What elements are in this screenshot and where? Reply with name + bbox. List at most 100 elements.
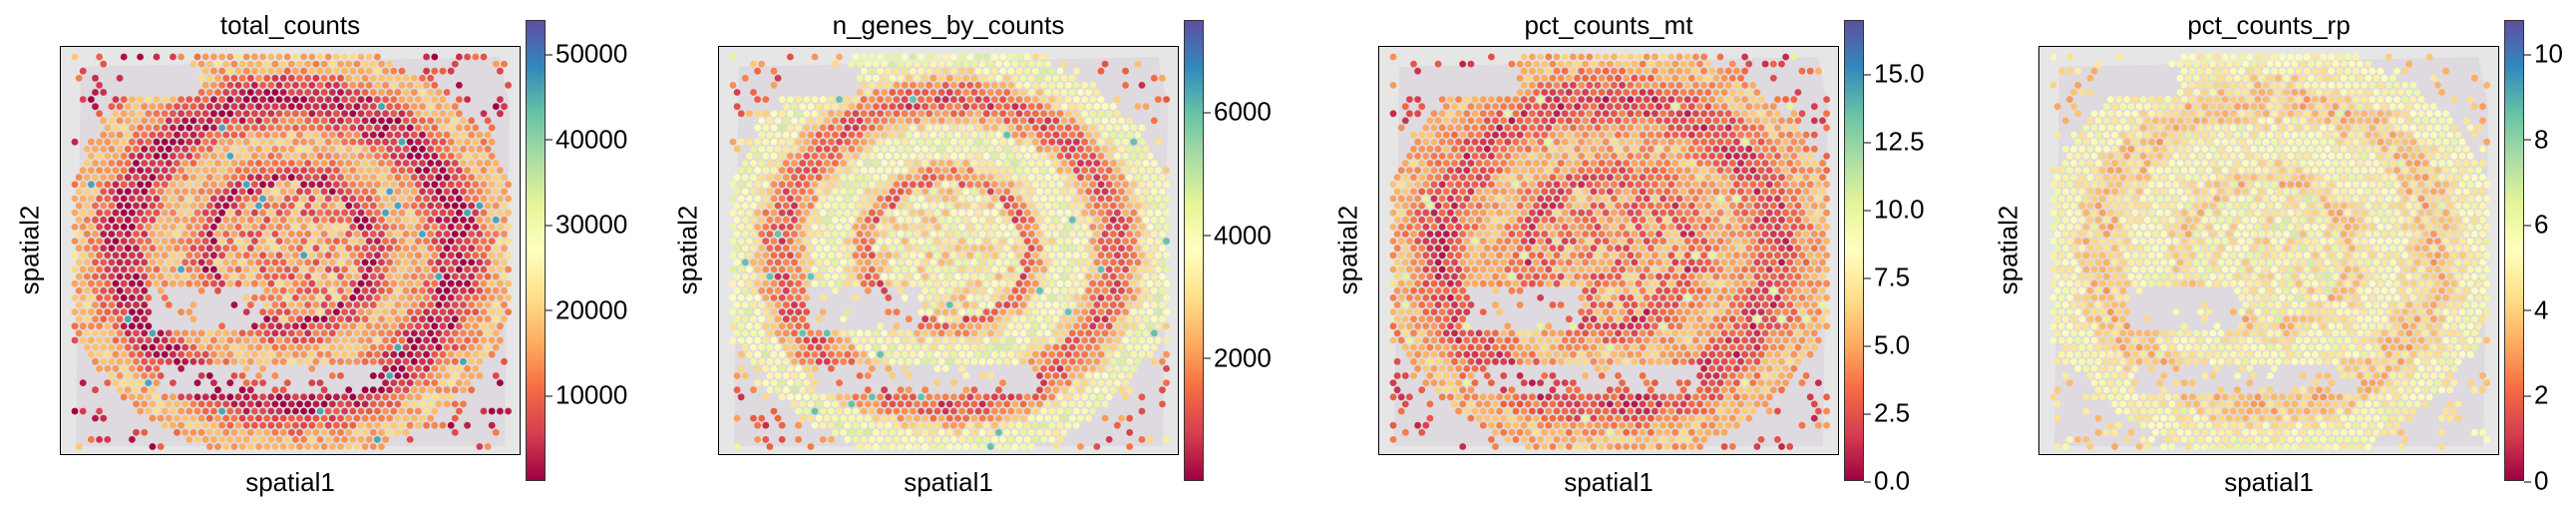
spot (999, 421, 1006, 429)
spot (729, 265, 737, 273)
spot (104, 181, 112, 189)
spot (774, 414, 782, 422)
spot (966, 82, 974, 89)
spot (1040, 138, 1047, 146)
spot (1052, 372, 1060, 379)
spot (950, 322, 957, 330)
spot (472, 279, 480, 287)
spot (447, 350, 455, 358)
spot (443, 301, 451, 308)
spot (925, 195, 933, 203)
spot (251, 252, 258, 259)
spot (242, 209, 250, 217)
spot (885, 153, 893, 160)
spot (929, 103, 937, 111)
spot (79, 322, 87, 330)
spot (456, 265, 463, 273)
spot (178, 308, 184, 315)
spot (149, 258, 157, 266)
spot (451, 357, 459, 365)
spot (1077, 343, 1084, 351)
spot (762, 336, 770, 344)
spot (410, 174, 418, 182)
spot (766, 231, 774, 238)
spot (881, 145, 889, 153)
spot (741, 272, 749, 280)
spot (255, 160, 262, 167)
spot (83, 202, 91, 210)
spot (778, 195, 786, 203)
spot (737, 110, 745, 118)
spot (185, 224, 193, 231)
spot (259, 365, 266, 372)
spot (1097, 238, 1105, 246)
spot (460, 272, 467, 280)
spot (918, 67, 924, 75)
spot (774, 160, 782, 167)
spot (1146, 322, 1154, 330)
spot (410, 117, 418, 125)
spot (1048, 181, 1056, 189)
spot (1142, 329, 1150, 337)
spot (71, 238, 79, 246)
spot (300, 67, 307, 75)
spot (189, 400, 197, 408)
spot (1085, 386, 1093, 394)
spot (873, 202, 880, 210)
spot (782, 145, 790, 153)
spot (844, 96, 852, 103)
spot (750, 258, 757, 266)
spot (423, 82, 430, 89)
spot (1089, 209, 1097, 217)
spot (349, 167, 357, 174)
spot (1068, 117, 1076, 125)
spot (1011, 428, 1019, 436)
spot (1052, 74, 1060, 82)
spot (869, 421, 876, 429)
spot (415, 265, 422, 273)
spot (832, 145, 839, 153)
spot (941, 350, 949, 358)
spot (394, 301, 402, 308)
spot (832, 428, 839, 436)
spot (230, 89, 238, 96)
spot (439, 195, 447, 203)
spot (1003, 315, 1011, 323)
spot (431, 110, 439, 118)
spot (406, 279, 414, 287)
spot (991, 195, 998, 203)
spot (153, 209, 161, 217)
spot (762, 436, 770, 443)
spot (1064, 153, 1072, 160)
spot (929, 160, 937, 167)
spot (848, 428, 856, 436)
spot (918, 436, 924, 443)
spot (410, 188, 418, 196)
spot (1040, 407, 1047, 415)
spot (365, 82, 373, 89)
spot (941, 195, 949, 203)
spot (149, 117, 157, 125)
spot (762, 252, 770, 259)
spot (230, 145, 238, 153)
spot (96, 238, 103, 246)
spot (374, 238, 381, 246)
spot (296, 74, 303, 82)
spot (161, 167, 169, 174)
spot (292, 350, 299, 358)
spot (1134, 216, 1142, 224)
spot (970, 258, 978, 266)
spot (914, 89, 920, 96)
spot (991, 407, 998, 415)
spot (271, 258, 279, 266)
spot (345, 343, 353, 351)
spot (1081, 82, 1088, 89)
spot (999, 393, 1006, 401)
spot (901, 407, 909, 415)
spot (369, 74, 377, 82)
spot (394, 145, 402, 153)
spot (246, 60, 254, 68)
spot (828, 350, 835, 358)
spot (864, 174, 872, 182)
spot (406, 110, 414, 118)
